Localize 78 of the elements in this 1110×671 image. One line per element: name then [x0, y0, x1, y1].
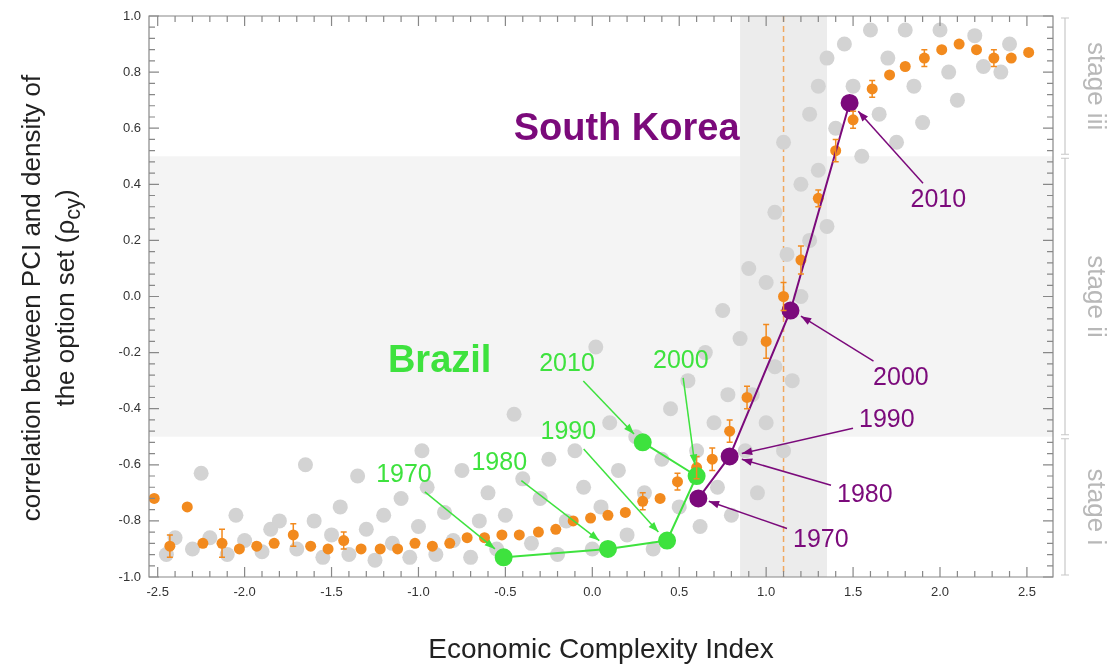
point — [181, 501, 193, 513]
point — [598, 539, 617, 558]
x-tick-label: 2.0 — [930, 584, 950, 600]
text: stage i — [1081, 468, 1110, 546]
point — [268, 537, 280, 549]
point — [305, 540, 317, 552]
point — [778, 291, 790, 302]
point — [1023, 46, 1035, 58]
point — [585, 512, 597, 524]
point — [494, 548, 513, 567]
y-tick-label: -0.2 — [118, 344, 141, 360]
point — [953, 38, 965, 50]
y-tick-label: -0.4 — [118, 400, 141, 416]
annotation: 1990 — [859, 404, 915, 433]
y-tick-label: 0.8 — [122, 63, 141, 79]
text: Brazil — [387, 337, 492, 380]
text: South Korea — [513, 106, 741, 149]
point — [149, 492, 160, 504]
annotation: 2000 — [873, 362, 929, 391]
point — [233, 543, 245, 555]
x-tick-label: -2.0 — [233, 584, 256, 600]
x-axis-title: Economic Complexity Index — [428, 632, 774, 664]
x-tick-label: 0.0 — [583, 584, 602, 600]
point — [884, 69, 896, 81]
annotation: 1990 — [540, 416, 597, 445]
point — [197, 537, 209, 549]
point — [251, 540, 263, 552]
annotation: 1970 — [376, 458, 432, 487]
point — [654, 492, 666, 504]
y-tick-label: -1.0 — [118, 568, 141, 584]
point — [840, 93, 859, 112]
point — [355, 543, 367, 555]
point — [374, 543, 386, 555]
point — [689, 489, 708, 508]
y-tick-label: 1.0 — [122, 7, 141, 23]
y-tick-label: 0.4 — [122, 175, 141, 191]
x-tick-label: -1.5 — [320, 584, 343, 600]
x-tick-label: 0.5 — [670, 584, 689, 600]
point — [1005, 52, 1017, 64]
point — [550, 523, 562, 535]
x-tick-label: -2.5 — [146, 584, 169, 600]
annotation: 2010 — [910, 184, 967, 213]
y-tick-label: -0.8 — [118, 512, 141, 528]
x-tick-label: 1.0 — [757, 584, 776, 600]
point — [781, 301, 800, 320]
point — [971, 44, 983, 56]
annotation: 2010 — [539, 347, 595, 376]
x-tick-label: 1.5 — [844, 584, 863, 600]
point — [658, 531, 677, 550]
annotation: 1970 — [792, 524, 849, 553]
point — [392, 543, 404, 555]
point — [444, 537, 456, 549]
point — [496, 529, 508, 541]
point — [409, 537, 421, 549]
y-tick-label: -0.6 — [118, 456, 141, 472]
x-tick-label: -0.5 — [494, 584, 517, 600]
annotation: 1980 — [837, 479, 893, 508]
text: stage iii — [1081, 42, 1110, 131]
point — [513, 529, 525, 541]
point — [602, 509, 614, 521]
point — [322, 543, 334, 555]
point — [899, 60, 911, 72]
point — [633, 433, 652, 452]
point — [936, 44, 948, 56]
y-tick-label: 0.2 — [122, 231, 141, 247]
x-tick-label: 2.5 — [1017, 584, 1036, 600]
annotation: 2000 — [653, 344, 709, 373]
point — [619, 506, 631, 518]
text: stage ii — [1081, 255, 1110, 338]
point — [671, 476, 683, 488]
x-tick-label: -1.0 — [407, 584, 430, 600]
annotation: 1980 — [471, 447, 528, 476]
point — [532, 526, 544, 538]
point — [426, 540, 438, 552]
point — [720, 447, 739, 466]
y-tick-label: 0.0 — [122, 288, 141, 304]
point — [461, 532, 473, 544]
y-tick-label: 0.6 — [122, 119, 141, 135]
